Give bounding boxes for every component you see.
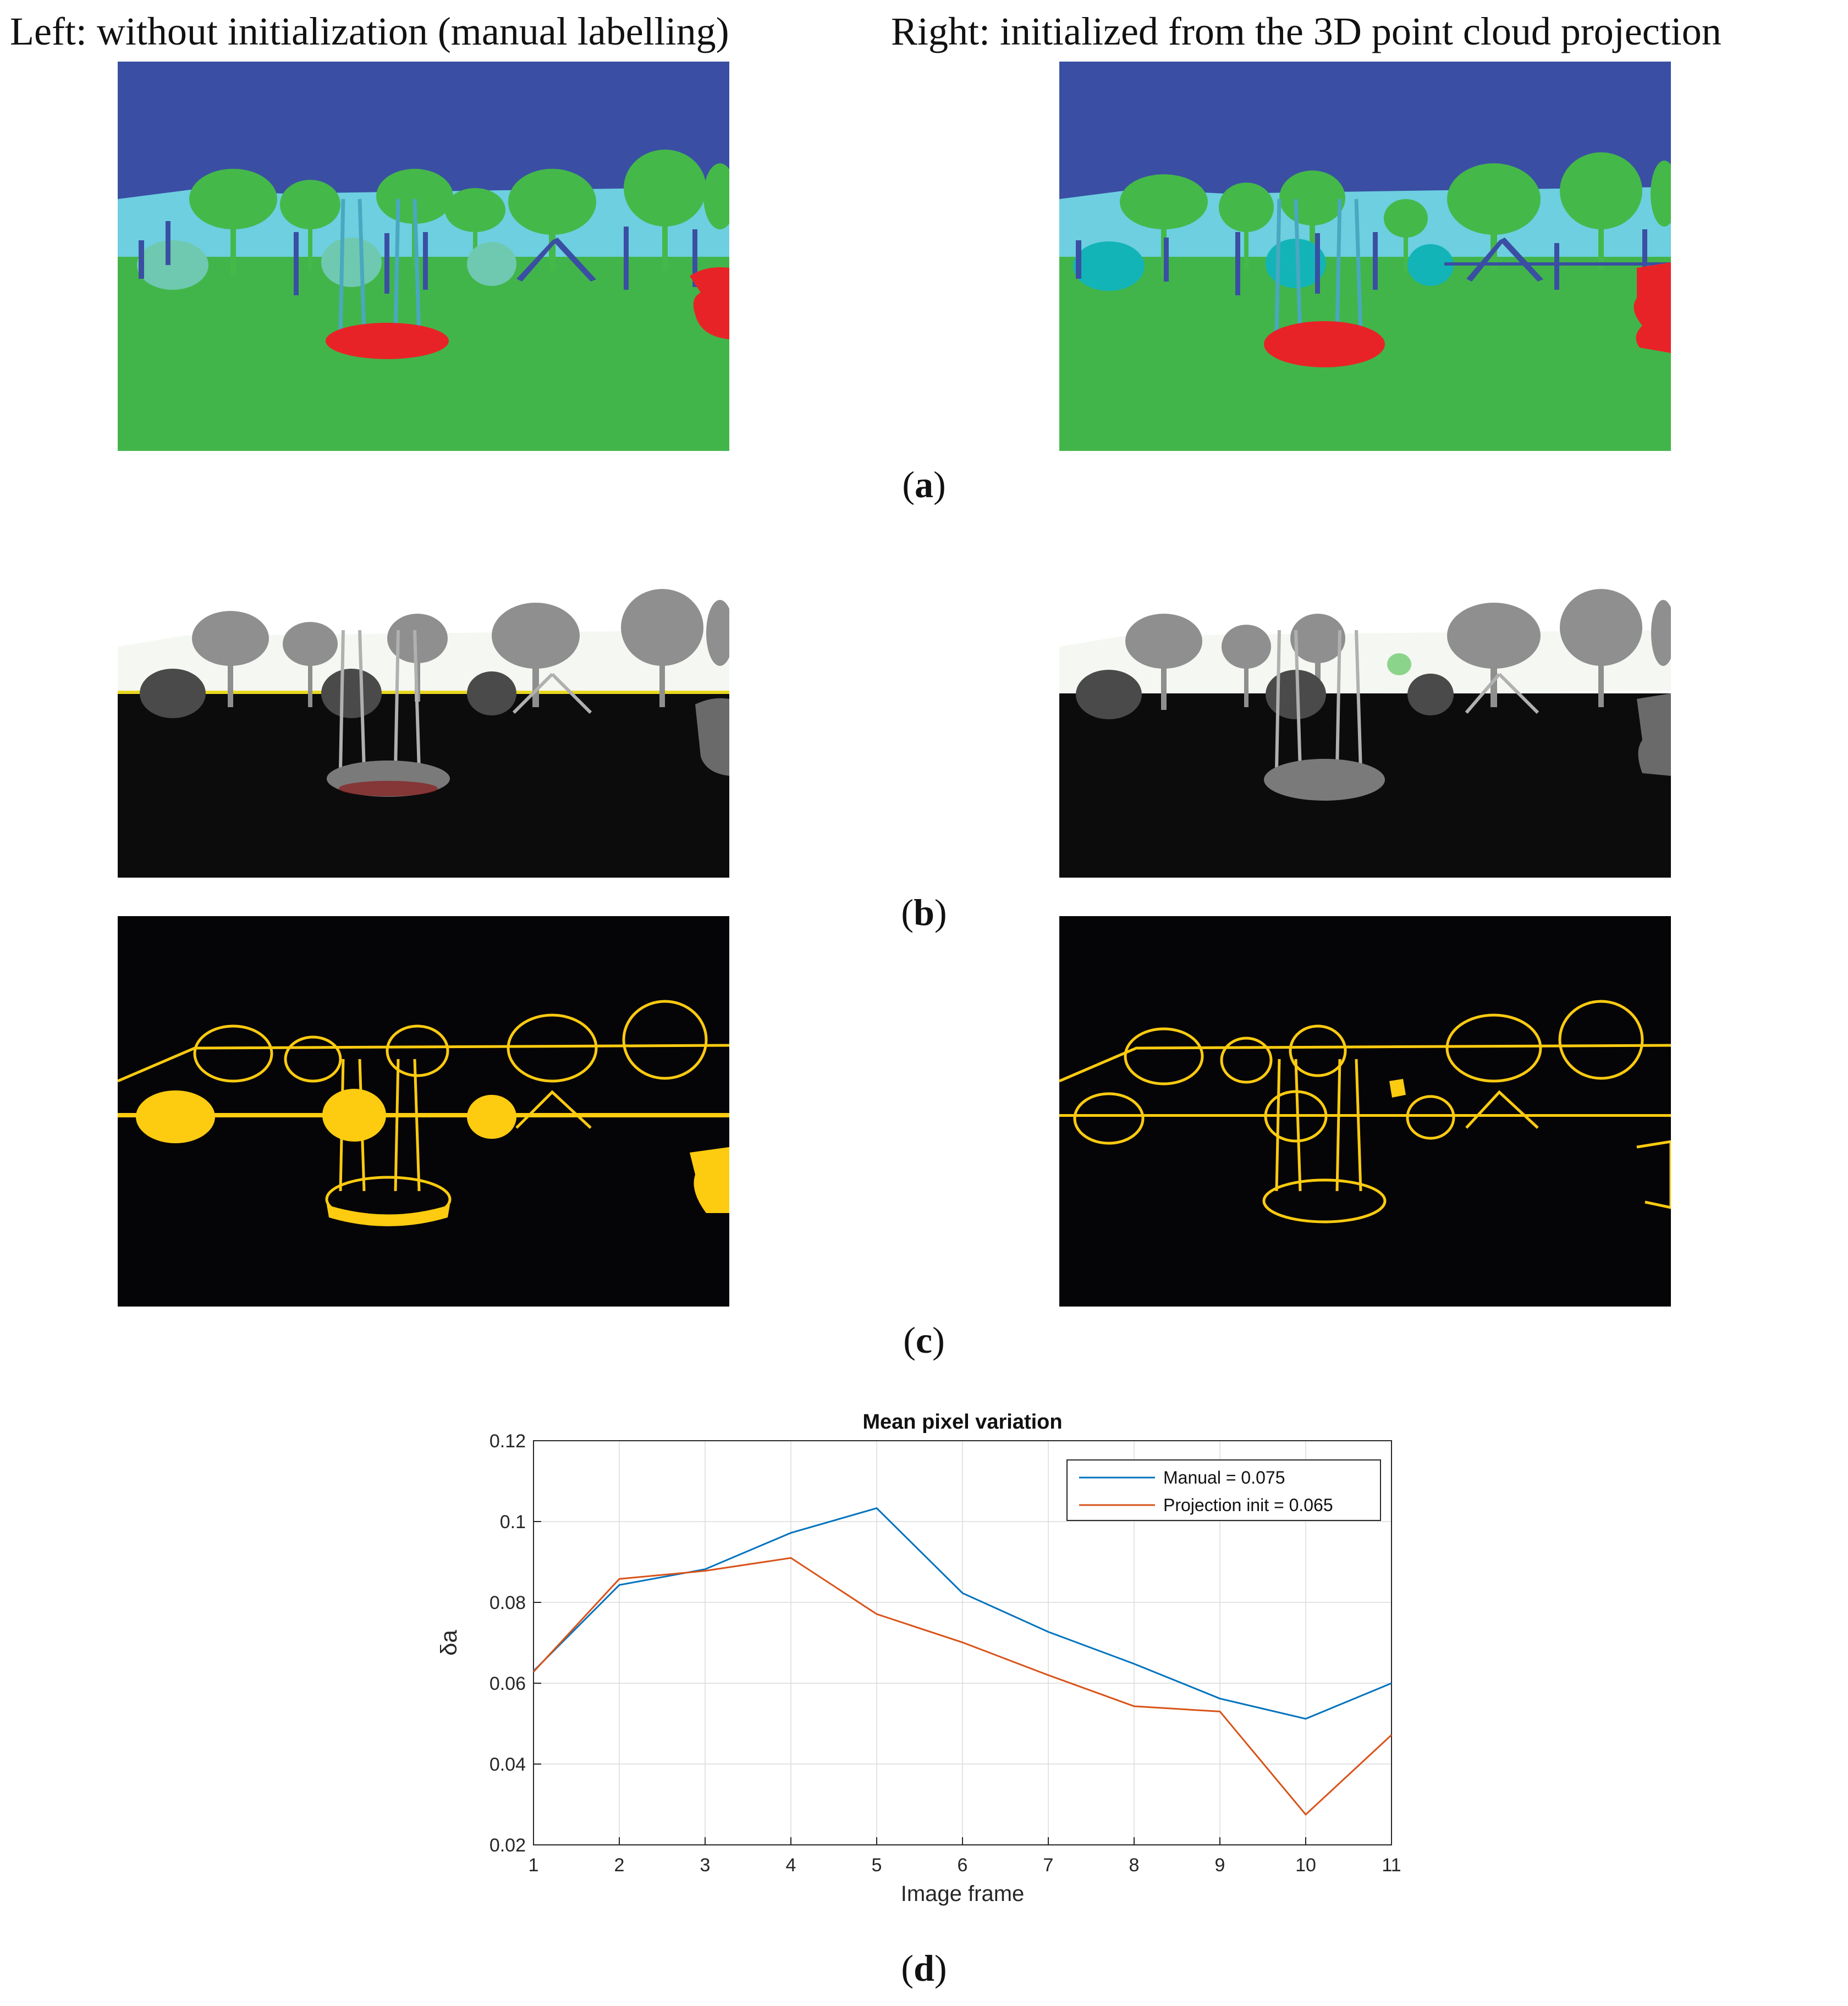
x-axis-label: Image frame	[901, 1882, 1025, 1906]
edge-map-manual	[118, 916, 729, 1307]
label-map-manual	[118, 62, 729, 451]
chart-title: Mean pixel variation	[862, 1410, 1062, 1434]
x-tick-label: 4	[786, 1855, 796, 1876]
x-tick-label: 1	[529, 1855, 539, 1876]
y-axis-label: δa	[440, 1629, 461, 1655]
legend-label-projection: Projection init = 0.065	[1163, 1495, 1333, 1515]
x-tick-label: 9	[1215, 1855, 1225, 1876]
x-tick-label: 5	[872, 1855, 882, 1876]
series-line-projection	[532, 1557, 1393, 1816]
x-tick-label: 6	[958, 1855, 968, 1876]
x-tick-label: 10	[1295, 1855, 1316, 1876]
y-tick-label: 0.06	[490, 1673, 526, 1694]
subfigure-label-b: (b)	[901, 891, 947, 933]
texture-map-projection	[1059, 586, 1671, 878]
y-tick-label: 0.02	[490, 1835, 526, 1856]
y-tick-label: 0.1	[500, 1512, 526, 1533]
chart-svg: 1 2 3 4 5 6 7 8 9 10 11 0.02 0.04 0.06 0.08 0.1 0.12 Mea…	[436, 1410, 1401, 1906]
x-tick-label: 11	[1382, 1855, 1401, 1876]
y-tick-label: 0.12	[490, 1431, 526, 1452]
x-tick-label: 2	[614, 1855, 625, 1876]
right-column-title: Right: initialized from the 3D point clo…	[891, 9, 1722, 53]
subfigure-label-d: (d)	[901, 1947, 947, 1989]
subfigure-label-c: (c)	[903, 1319, 945, 1361]
chart-ticks: 1 2 3 4 5 6 7 8 9 10 11 0.02 0.04 0.06 0.08 0.1 0.12	[490, 1431, 1401, 1876]
legend-box	[1066, 1459, 1381, 1521]
series-line-manual	[532, 1507, 1392, 1720]
edge-map-projection	[1059, 916, 1671, 1307]
texture-map-manual	[118, 586, 729, 878]
chart-series	[532, 1507, 1393, 1816]
x-tick-label: 8	[1129, 1855, 1140, 1876]
x-tick-label: 3	[700, 1855, 711, 1876]
subfigure-label-a: (a)	[902, 464, 946, 505]
mean-pixel-variation-chart: 1 2 3 4 5 6 7 8 9 10 11 0.02 0.04 0.06 0.08 0.1 0.12 Mea…	[436, 1397, 1430, 1914]
chart-legend: Manual = 0.075 Projection init = 0.065	[1066, 1459, 1381, 1521]
x-tick-label: 7	[1043, 1855, 1054, 1876]
y-tick-label: 0.04	[490, 1754, 526, 1775]
left-column-title: Left: without initialization (manual lab…	[10, 9, 729, 53]
label-map-projection	[1059, 62, 1671, 451]
legend-label-manual: Manual = 0.075	[1163, 1468, 1285, 1487]
y-tick-label: 0.08	[490, 1592, 526, 1613]
